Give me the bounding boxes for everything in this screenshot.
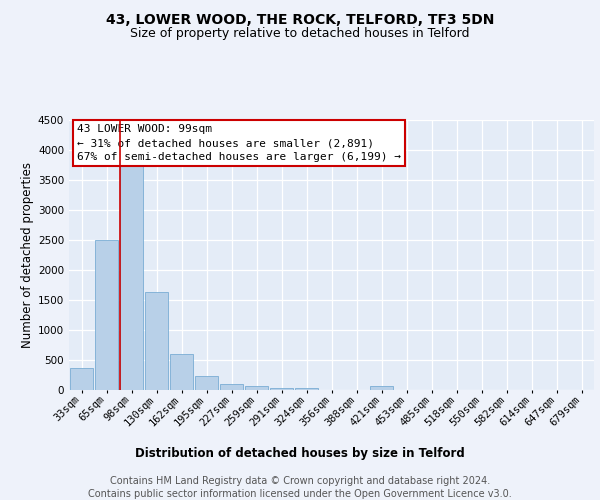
- Bar: [220, 384, 243, 390]
- Text: 43, LOWER WOOD, THE ROCK, TELFORD, TF3 5DN: 43, LOWER WOOD, THE ROCK, TELFORD, TF3 5…: [106, 12, 494, 26]
- Y-axis label: Number of detached properties: Number of detached properties: [21, 162, 34, 348]
- Bar: [145, 292, 168, 390]
- Text: Distribution of detached houses by size in Telford: Distribution of detached houses by size …: [135, 448, 465, 460]
- Bar: [245, 386, 268, 390]
- Bar: [370, 386, 393, 390]
- Bar: [295, 388, 318, 390]
- Text: Contains HM Land Registry data © Crown copyright and database right 2024.: Contains HM Land Registry data © Crown c…: [110, 476, 490, 486]
- Bar: [195, 376, 218, 390]
- Bar: [120, 165, 143, 390]
- Text: Contains public sector information licensed under the Open Government Licence v3: Contains public sector information licen…: [88, 489, 512, 499]
- Text: 43 LOWER WOOD: 99sqm
← 31% of detached houses are smaller (2,891)
67% of semi-de: 43 LOWER WOOD: 99sqm ← 31% of detached h…: [77, 124, 401, 162]
- Text: Size of property relative to detached houses in Telford: Size of property relative to detached ho…: [130, 28, 470, 40]
- Bar: [270, 388, 293, 390]
- Bar: [170, 354, 193, 390]
- Bar: [95, 240, 118, 390]
- Bar: [70, 368, 93, 390]
